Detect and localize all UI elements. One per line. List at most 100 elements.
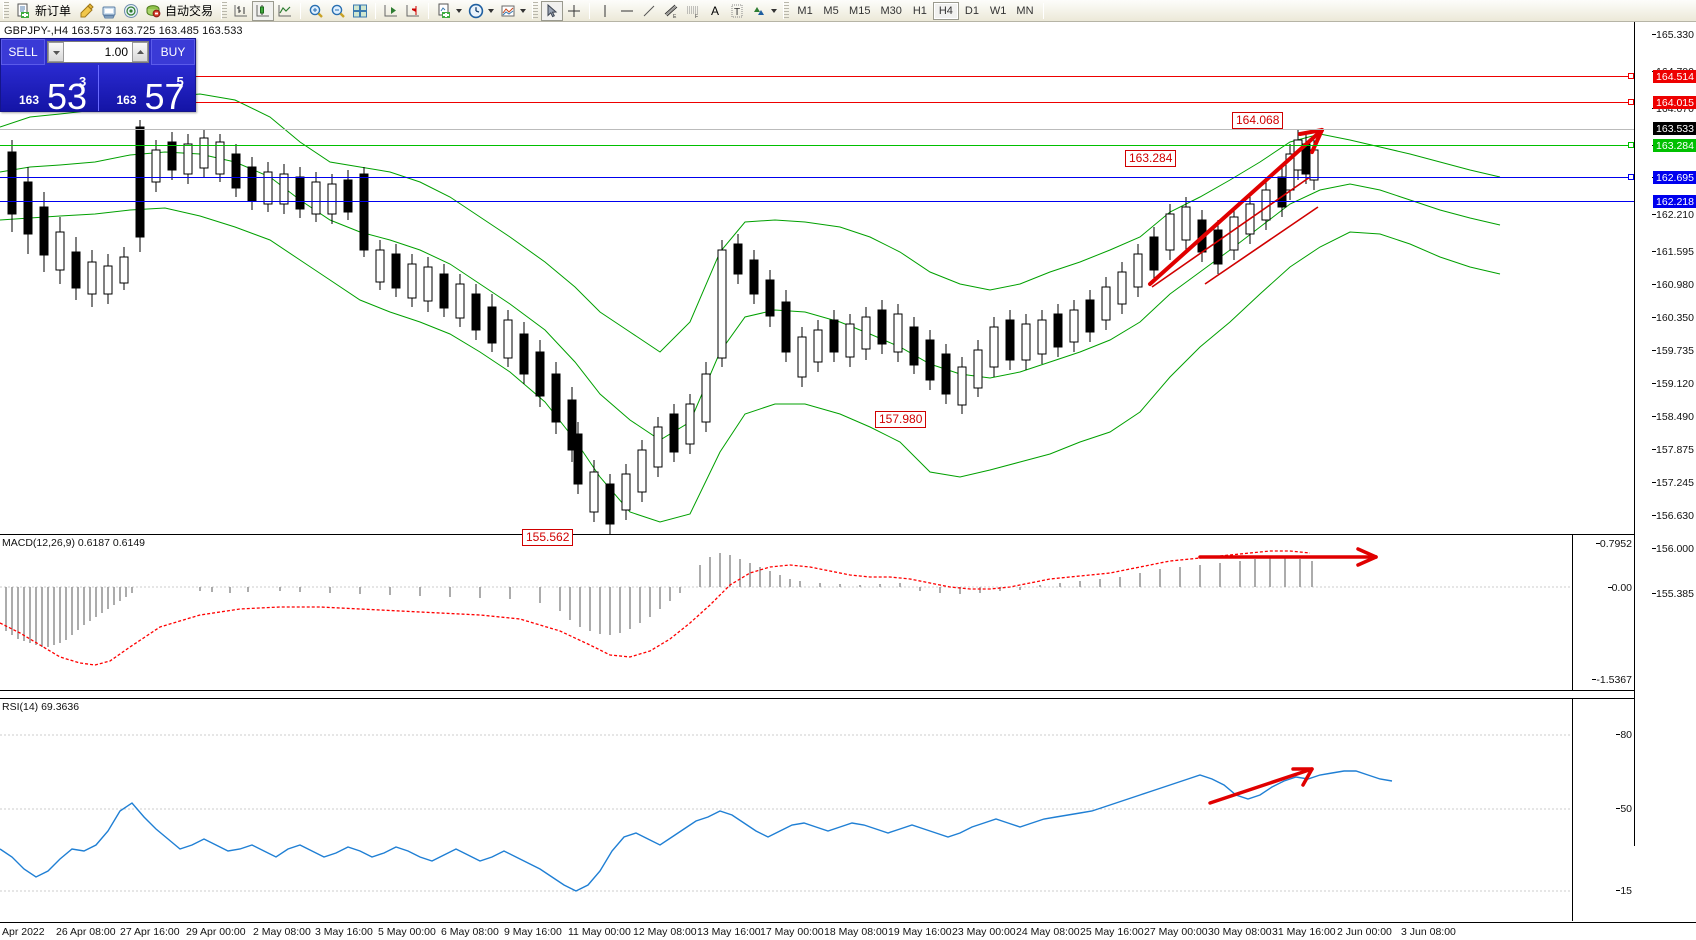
chevron-down-icon-4[interactable] <box>771 8 778 13</box>
sell-price-display[interactable]: 163 53 3 <box>1 65 98 111</box>
chart-area[interactable]: GBPJPY-,H4 163.573 163.725 163.485 163.5… <box>0 22 1696 940</box>
timeframe-m5[interactable]: M5 <box>823 4 839 17</box>
objects-tool[interactable] <box>748 1 780 21</box>
level-line-164514[interactable] <box>0 76 1634 77</box>
volume-decrease-button[interactable] <box>48 42 64 62</box>
macd-canvas[interactable] <box>0 535 1634 690</box>
time-axis[interactable]: Apr 2022 26 Apr 08:00 27 Apr 16:00 29 Ap… <box>0 922 1696 940</box>
annotation-155562[interactable]: 155.562 <box>522 529 574 546</box>
volume-increase-button[interactable] <box>132 42 148 62</box>
price-tag-164514[interactable]: 164.514 <box>1653 70 1696 83</box>
volume-stepper[interactable]: 1.00 <box>47 41 149 63</box>
crosshair-tool[interactable] <box>563 1 585 21</box>
autotrading-icon <box>145 3 161 19</box>
indicators-button[interactable] <box>433 1 465 21</box>
metaeditor-button[interactable] <box>76 1 98 21</box>
chart-shift-button[interactable] <box>402 1 424 21</box>
timeframe-m1[interactable]: M1 <box>797 4 813 17</box>
price-tick: 156.630 <box>1656 509 1694 522</box>
level-marker-163284[interactable] <box>1628 142 1634 148</box>
cursor-tool[interactable] <box>541 0 564 21</box>
level-line-162695[interactable] <box>0 177 1634 178</box>
timeframe-h1[interactable]: H1 <box>912 4 927 17</box>
crosshair-icon <box>566 3 582 19</box>
level-line-last-price <box>0 129 1634 130</box>
annotation-164068[interactable]: 164.068 <box>1232 112 1284 129</box>
level-line-163284[interactable] <box>0 145 1634 146</box>
timeframe-d1[interactable]: D1 <box>964 4 979 17</box>
candlestick-chart-button[interactable] <box>252 0 275 21</box>
horizontal-line-tool[interactable] <box>616 1 638 21</box>
time-tick: 2 Jun 00:00 <box>1337 926 1392 938</box>
rsi-canvas[interactable] <box>0 699 1634 921</box>
level-line-164015[interactable] <box>0 102 1634 103</box>
trendline-tool[interactable] <box>638 1 660 21</box>
trade-panel-top-row: SELL 1.00 BUY <box>1 39 195 65</box>
timeframe-h4[interactable]: H4 <box>932 1 959 20</box>
rsi-pane[interactable]: RSI(14) 69.3636 80 50 15 <box>0 698 1634 922</box>
trendline-icon <box>641 3 657 19</box>
price-tag-162218[interactable]: 162.218 <box>1653 195 1696 208</box>
text-a-icon: A <box>711 3 720 18</box>
signals-button[interactable] <box>120 1 142 21</box>
timeframe-w1[interactable]: W1 <box>989 4 1007 17</box>
equidistant-channel-tool[interactable]: E <box>660 1 682 21</box>
periods-button[interactable] <box>465 1 497 21</box>
time-tick: 5 May 00:00 <box>378 926 436 938</box>
symbol-ohlc-label: GBPJPY-,H4 163.573 163.725 163.485 163.5… <box>4 25 243 37</box>
expert-advisors-button[interactable] <box>98 1 120 21</box>
line-chart-button[interactable] <box>274 1 296 21</box>
level-marker-162695[interactable] <box>1628 174 1634 180</box>
templates-button[interactable] <box>497 1 529 21</box>
level-marker-164015[interactable] <box>1628 99 1634 105</box>
level-line-162218[interactable] <box>0 201 1634 202</box>
equidistant-channel-icon: E <box>663 3 679 19</box>
price-tag-last: 163.533 <box>1653 122 1696 135</box>
auto-scroll-button[interactable] <box>380 1 402 21</box>
annotation-163284[interactable]: 163.284 <box>1125 150 1177 167</box>
price-tag-162695[interactable]: 162.695 <box>1653 171 1696 184</box>
bollinger-lower-band <box>0 207 1501 523</box>
zoom-in-button[interactable] <box>305 1 327 21</box>
toolbar-separator-5 <box>1042 2 1044 19</box>
vertical-line-tool[interactable] <box>594 1 616 21</box>
label-tool[interactable]: T <box>726 1 748 21</box>
timeframe-m30[interactable]: M30 <box>880 4 902 17</box>
timeframe-m15[interactable]: M15 <box>849 4 871 17</box>
volume-value[interactable]: 1.00 <box>104 45 128 59</box>
chevron-down-icon-2[interactable] <box>488 8 495 13</box>
chevron-down-icon-3[interactable] <box>520 8 527 13</box>
objects-icon <box>751 3 767 19</box>
toolbar-grip-3[interactable] <box>532 2 539 19</box>
text-tool[interactable]: A <box>704 1 726 21</box>
price-chart-canvas[interactable] <box>0 22 1634 846</box>
timeframe-mn[interactable]: MN <box>1016 4 1034 17</box>
autotrading-button[interactable]: 自动交易 <box>142 1 218 21</box>
new-order-button[interactable]: 新订单 <box>12 1 76 21</box>
annotation-157980[interactable]: 157.980 <box>875 411 927 428</box>
toolbar-grip-4[interactable] <box>783 2 790 19</box>
macd-pane[interactable]: MACD(12,26,9) 0.6187 0.6149 <box>0 534 1634 691</box>
horizontal-line-icon <box>619 3 635 19</box>
fibonacci-tool[interactable]: F <box>682 1 704 21</box>
level-marker-164514[interactable] <box>1628 73 1634 79</box>
sell-button[interactable]: SELL <box>1 39 45 65</box>
zoom-out-icon <box>330 3 346 19</box>
rsi-tick: 50 <box>1620 802 1632 815</box>
zoom-out-button[interactable] <box>327 1 349 21</box>
vertical-line-icon <box>597 3 613 19</box>
toolbar-grip-2[interactable] <box>221 2 228 19</box>
time-tick: 19 May 16:00 <box>888 926 952 938</box>
price-tag-164015[interactable]: 164.015 <box>1653 96 1696 109</box>
one-click-trading-panel[interactable]: SELL 1.00 BUY 163 53 3 <box>0 38 196 112</box>
chevron-down-icon[interactable] <box>456 8 463 13</box>
buy-price-prefix: 163 <box>116 93 137 107</box>
tile-windows-button[interactable] <box>349 1 371 21</box>
price-tag-163284[interactable]: 163.284 <box>1653 139 1696 152</box>
rsi-line <box>0 770 1393 892</box>
buy-price-display[interactable]: 163 57 5 <box>97 65 195 111</box>
bar-chart-button[interactable] <box>230 1 252 21</box>
time-tick: 3 May 16:00 <box>315 926 373 938</box>
buy-button[interactable]: BUY <box>151 39 195 65</box>
toolbar-grip[interactable] <box>3 2 9 19</box>
